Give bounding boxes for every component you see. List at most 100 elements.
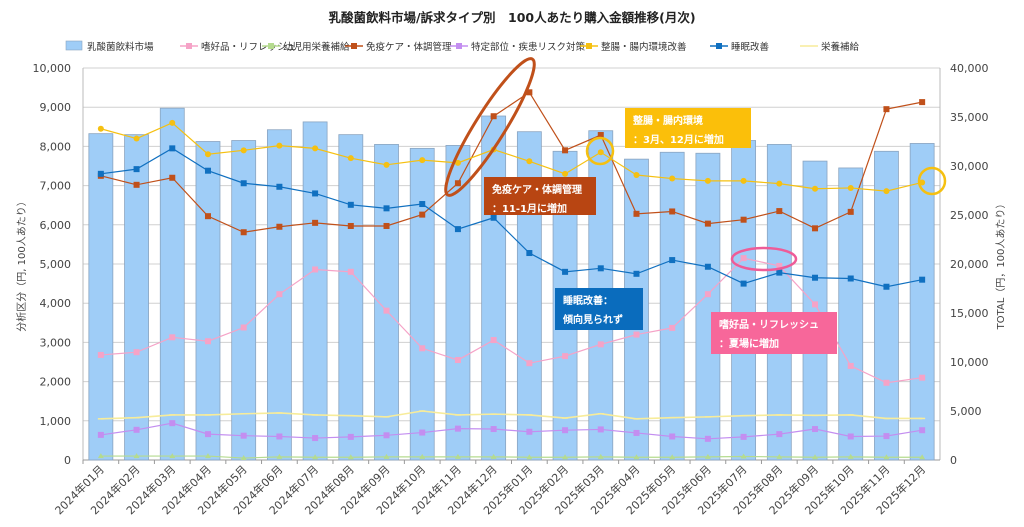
annotation-immune: 免疫ケア・体調管理 ：11-1月に増加 — [484, 177, 596, 215]
data-point — [133, 166, 140, 173]
data-point — [383, 205, 390, 212]
data-point — [633, 210, 640, 217]
gut-highlight-circle-dec — [917, 166, 947, 196]
data-point — [919, 99, 926, 106]
data-point — [454, 159, 461, 166]
y2-tick-label: 5,000 — [950, 405, 982, 418]
data-point — [704, 435, 711, 442]
legend-label: 栄養補給 — [821, 41, 860, 53]
legend-label: 睡眠改善 — [731, 41, 770, 53]
data-point — [562, 268, 569, 275]
left-axis: 0 1,000 2,000 3,000 4,000 5,000 6,000 7,000 8,00… — [33, 62, 72, 467]
bar — [481, 115, 507, 461]
y-tick-label: 10,000 — [33, 62, 72, 75]
data-point — [526, 454, 533, 460]
y2-tick-label: 10,000 — [950, 356, 989, 369]
data-point — [97, 453, 104, 459]
data-point — [847, 433, 854, 440]
data-point — [204, 431, 211, 438]
data-point — [740, 216, 747, 223]
data-point — [812, 225, 819, 232]
data-point — [776, 180, 783, 187]
data-point — [669, 208, 676, 215]
data-point — [276, 142, 283, 149]
data-point — [919, 374, 926, 381]
data-point — [847, 275, 854, 282]
annotation-text: 嗜好品・リフレッシュ — [719, 320, 819, 331]
legend-swatch — [65, 40, 83, 51]
data-point — [419, 157, 426, 164]
data-point — [490, 113, 497, 120]
annotation-gut: 整腸・腸内環境 ：3月、12月に増加 — [625, 108, 751, 148]
data-point — [490, 453, 497, 459]
y-tick-label: 3,000 — [40, 336, 72, 349]
bar — [445, 145, 471, 461]
data-point — [454, 357, 461, 364]
bar — [802, 160, 828, 461]
y2-tick-label: 25,000 — [950, 209, 989, 222]
y-tick-label: 9,000 — [40, 101, 72, 114]
data-point — [169, 145, 176, 152]
data-point — [883, 433, 890, 440]
data-point — [383, 453, 390, 459]
right-axis: 0 5,000 10,000 15,000 20,000 25,000 30,000 35,0… — [950, 62, 989, 467]
bar — [731, 140, 757, 461]
data-point — [454, 453, 461, 459]
bar — [159, 107, 185, 461]
data-point — [312, 145, 319, 152]
data-point — [669, 324, 676, 331]
series-line — [100, 422, 923, 440]
y2-tick-label: 0 — [950, 454, 957, 467]
data-point — [669, 175, 676, 182]
y-axis-label: 分析区分（円, 100人あたり） — [15, 196, 28, 331]
data-point — [347, 454, 354, 460]
data-point — [597, 426, 604, 433]
data-point — [276, 453, 283, 459]
data-point — [454, 180, 461, 187]
bar-series — [88, 107, 935, 461]
bar — [302, 121, 328, 461]
data-point — [383, 432, 390, 439]
bar — [124, 134, 149, 461]
data-point — [312, 435, 319, 442]
data-point — [490, 426, 497, 433]
data-point — [669, 433, 676, 440]
gut-highlight-circle-mar — [585, 136, 615, 166]
data-point — [776, 431, 783, 438]
data-point — [740, 255, 747, 262]
data-point — [812, 454, 819, 460]
bar — [766, 144, 792, 461]
data-point — [883, 106, 890, 113]
data-point — [204, 453, 211, 459]
y2-tick-label: 30,000 — [950, 160, 989, 173]
annotation-text: ：3月、12月に増加 — [633, 135, 724, 146]
data-point — [347, 155, 354, 162]
legend-label: 整腸・腸内環境改善 — [601, 41, 687, 53]
data-point — [812, 426, 819, 433]
y-tick-label: 2,000 — [40, 376, 72, 389]
data-point — [562, 427, 569, 434]
bar — [88, 133, 114, 461]
data-point — [883, 283, 890, 290]
data-point — [419, 345, 426, 352]
annotation-text: ：11-1月に増加 — [492, 204, 568, 215]
data-point — [133, 181, 140, 188]
data-point — [526, 360, 533, 367]
immune-highlight-ellipse — [444, 57, 536, 197]
bar — [909, 143, 935, 461]
highlight-ellipses — [444, 57, 947, 272]
data-point — [133, 135, 140, 142]
bar — [338, 134, 364, 461]
data-point — [526, 89, 533, 96]
data-point — [169, 174, 176, 181]
data-point — [669, 454, 676, 460]
refresh-highlight-ellipse — [730, 246, 798, 272]
data-point — [812, 274, 819, 281]
data-point — [204, 213, 211, 220]
legend-marker — [716, 43, 722, 49]
y2-tick-label: 40,000 — [950, 62, 989, 75]
data-point — [633, 172, 640, 179]
data-point — [883, 454, 890, 460]
legend-label: 特定部位・疾患リスク対策 — [471, 41, 586, 53]
